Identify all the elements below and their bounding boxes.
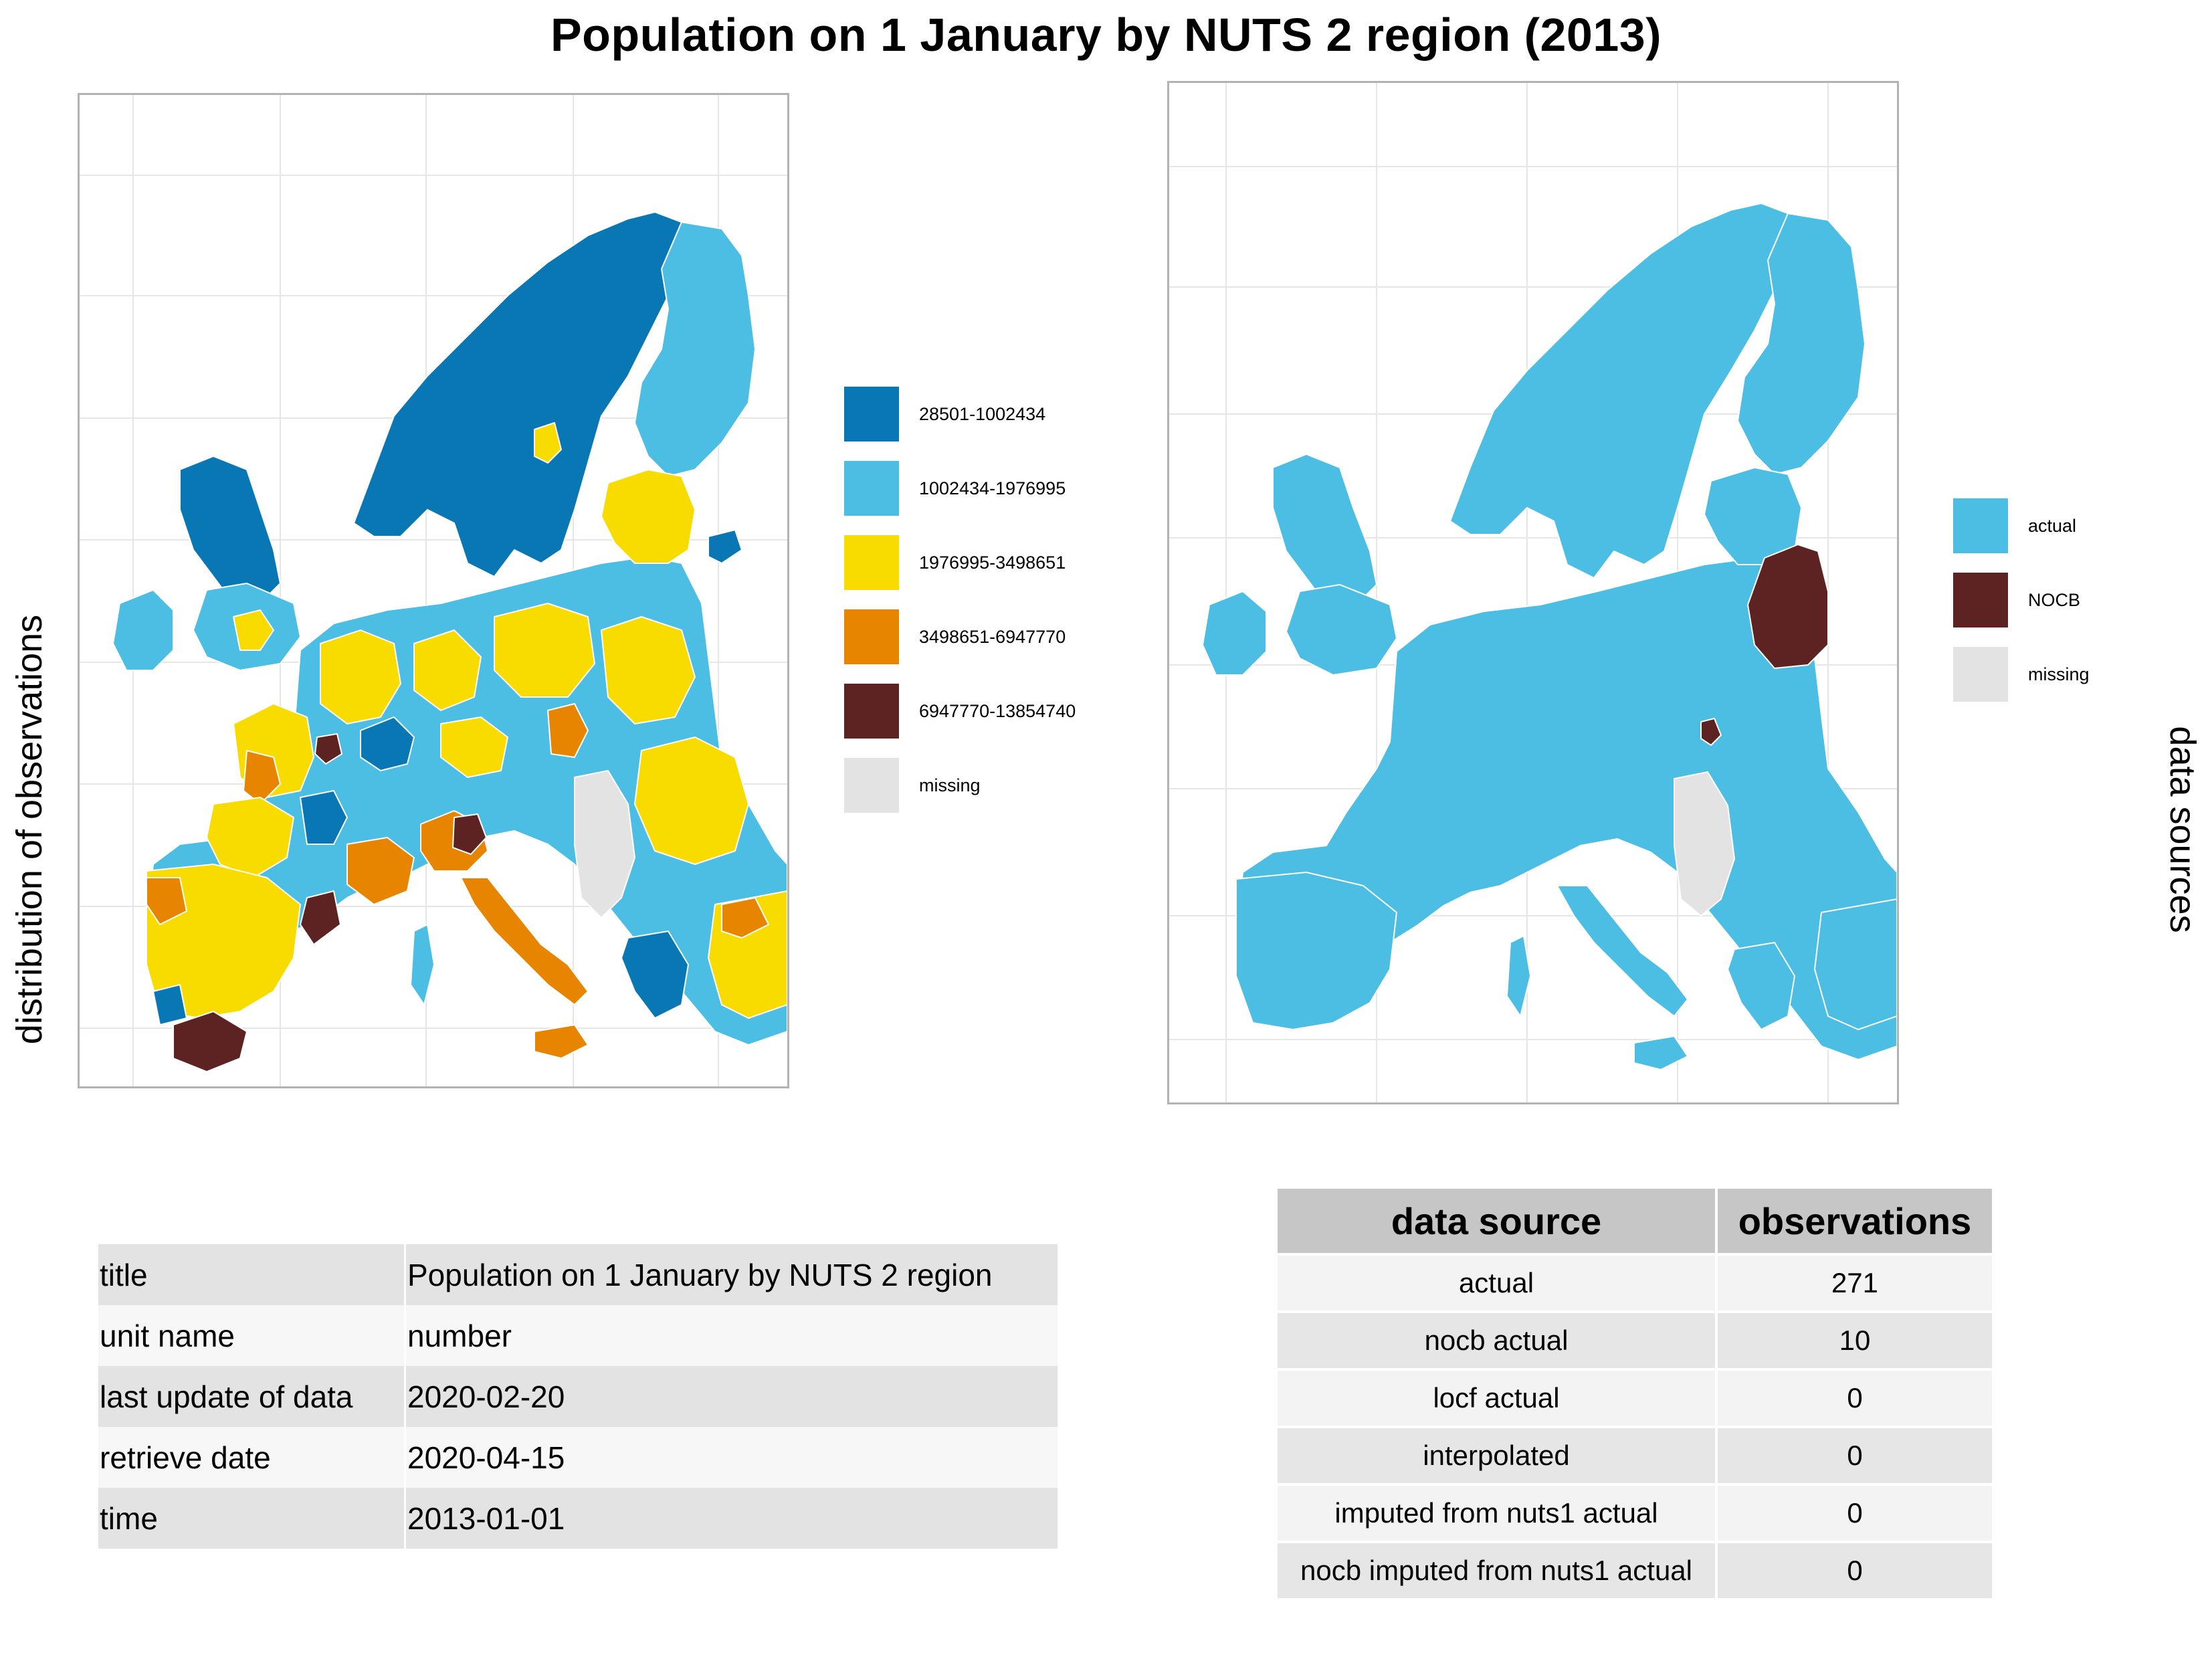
legend-label: actual xyxy=(2028,516,2077,536)
legend-swatch xyxy=(1953,573,2008,627)
population-map-svg xyxy=(80,95,787,1086)
legend-label: NOCB xyxy=(2028,590,2081,610)
legend-swatch xyxy=(844,535,899,590)
legend-item-actual: actual xyxy=(1953,498,2212,553)
observation-count: 271 xyxy=(1715,1253,1995,1313)
source-name: interpolated xyxy=(1275,1426,1718,1486)
legend-item-3: 1976995-3498651 xyxy=(844,535,1125,590)
legend-item-5: 6947770-13854740 xyxy=(844,684,1125,739)
legend-swatch xyxy=(844,609,899,664)
metadata-value: number xyxy=(405,1305,1060,1366)
legend-label: 28501-1002434 xyxy=(919,404,1046,424)
table-row: retrieve date 2020-04-15 xyxy=(98,1427,1060,1488)
legend-label: missing xyxy=(2028,664,2090,684)
source-name: nocb imputed from nuts1 actual xyxy=(1275,1541,1718,1601)
source-name: nocb actual xyxy=(1275,1310,1718,1371)
legend-label: 3498651-6947770 xyxy=(919,627,1066,647)
legend-item-4: 3498651-6947770 xyxy=(844,609,1125,664)
source-name: locf actual xyxy=(1275,1368,1718,1428)
legend-swatch xyxy=(844,758,899,813)
metadata-value: Population on 1 January by NUTS 2 region xyxy=(405,1244,1060,1305)
legend-item-missing: missing xyxy=(1953,647,2212,702)
column-header-observations: observations xyxy=(1715,1186,1995,1256)
legend-swatch xyxy=(844,684,899,739)
metadata-value: 2020-04-15 xyxy=(405,1427,1060,1488)
left-map-axis-label: distribution of observations xyxy=(9,614,49,1045)
legend-swatch xyxy=(844,461,899,516)
data-sources-map xyxy=(1167,81,1899,1104)
metadata-key: title xyxy=(98,1244,406,1305)
legend-item-6: missing xyxy=(844,758,1125,813)
legend-label: 1976995-3498651 xyxy=(919,553,1066,573)
table-header-row: data source observations xyxy=(1275,1186,1995,1256)
map-regions xyxy=(1202,203,1897,1070)
metadata-value: 2020-02-20 xyxy=(405,1366,1060,1427)
metadata-key: retrieve date xyxy=(98,1427,406,1488)
metadata-table: title Population on 1 January by NUTS 2 r… xyxy=(98,1244,1060,1549)
table-row: interpolated 0 xyxy=(1275,1426,1995,1486)
table-row: nocb imputed from nuts1 actual 0 xyxy=(1275,1541,1995,1601)
table-row: nocb actual 10 xyxy=(1275,1310,1995,1371)
legend-swatch xyxy=(844,387,899,442)
metadata-key: last update of data xyxy=(98,1366,406,1427)
column-header-data-source: data source xyxy=(1275,1186,1718,1256)
metadata-value: 2013-01-01 xyxy=(405,1488,1060,1549)
metadata-key: unit name xyxy=(98,1305,406,1366)
legend-label: 1002434-1976995 xyxy=(919,478,1066,498)
legend-item-1: 28501-1002434 xyxy=(844,387,1125,442)
map-regions xyxy=(112,211,787,1072)
table-row: title Population on 1 January by NUTS 2 r… xyxy=(98,1244,1060,1305)
table-row: unit name number xyxy=(98,1305,1060,1366)
observation-count: 0 xyxy=(1715,1541,1995,1601)
source-name: actual xyxy=(1275,1253,1718,1313)
missing-regions xyxy=(1674,771,1736,917)
table-row: actual 271 xyxy=(1275,1253,1995,1313)
legend-item-nocb: NOCB xyxy=(1953,573,2212,627)
observation-count: 0 xyxy=(1715,1426,1995,1486)
legend-swatch xyxy=(1953,647,2008,702)
legend-swatch xyxy=(1953,498,2008,553)
observation-count: 0 xyxy=(1715,1368,1995,1428)
observation-count: 10 xyxy=(1715,1310,1995,1371)
metadata-key: time xyxy=(98,1488,406,1549)
table-row: imputed from nuts1 actual 0 xyxy=(1275,1483,1995,1543)
page-title: Population on 1 January by NUTS 2 region… xyxy=(550,9,1662,61)
observation-count: 0 xyxy=(1715,1483,1995,1543)
legend-label: 6947770-13854740 xyxy=(919,701,1076,721)
source-name: imputed from nuts1 actual xyxy=(1275,1483,1718,1543)
data-source-table: data source observations actual 271 nocb … xyxy=(1275,1186,1995,1601)
data-sources-map-svg xyxy=(1169,83,1897,1102)
table-row: time 2013-01-01 xyxy=(98,1488,1060,1549)
table-row: last update of data 2020-02-20 xyxy=(98,1366,1060,1427)
legend-label: missing xyxy=(919,775,981,795)
nocb-regions xyxy=(1700,544,1829,746)
table-row: locf actual 0 xyxy=(1275,1368,1995,1428)
right-map-axis-label: data sources xyxy=(2163,726,2203,933)
legend-item-2: 1002434-1976995 xyxy=(844,461,1125,516)
population-distribution-map xyxy=(78,93,789,1088)
